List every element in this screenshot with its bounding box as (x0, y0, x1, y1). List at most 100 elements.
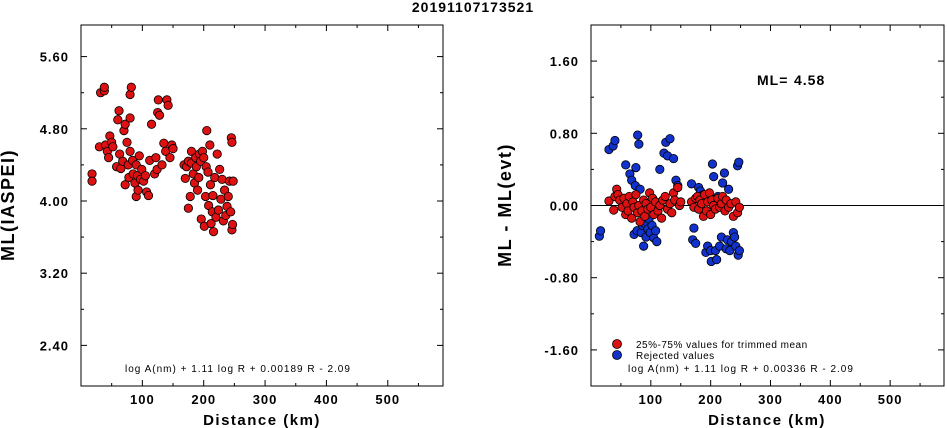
left-red-point (87, 176, 97, 186)
left-plot-frame (80, 24, 444, 387)
left-red-point (122, 137, 132, 147)
right-y-tick-label: -1.60 (544, 343, 579, 358)
left-red-point (199, 153, 209, 163)
left-red-point (168, 144, 178, 154)
right-red-point (667, 208, 677, 218)
left-red-point (206, 218, 216, 229)
right-points (594, 130, 744, 267)
right-red-point (734, 202, 744, 212)
left-red-point (202, 125, 212, 136)
right-blue-point (665, 134, 675, 144)
left-y-tick-label: 4.80 (40, 122, 69, 137)
left-red-point (223, 191, 233, 202)
right-y-tick-label: 0.80 (550, 126, 579, 141)
right-blue-point (691, 238, 701, 249)
left-x-tick-label: 400 (314, 392, 339, 407)
right-blue-point (734, 246, 744, 256)
right-blue-point (709, 172, 719, 182)
right-ticks: 100 200 300 400 500 1.60 0.80 0.00 -0.80 -1.60 (544, 25, 944, 407)
right-blue-point (639, 241, 649, 251)
left-red-point (153, 95, 163, 105)
left-red-point (208, 190, 218, 201)
right-formula: log A(nm) + 1.11 log R + 0.00336 R - 2.0… (628, 364, 854, 375)
left-red-point (140, 171, 151, 181)
left-red-point (185, 191, 195, 202)
left-red-point (146, 119, 157, 129)
right-blue-point (719, 168, 730, 178)
ml-label: ML= (757, 72, 788, 88)
left-red-point (212, 149, 222, 159)
right-blue-point (655, 164, 665, 174)
legend: 25%-75% values for trimmed mean Rejected… (612, 339, 808, 362)
left-y-tick-label: 5.60 (40, 50, 69, 65)
left-red-point (154, 110, 165, 120)
right-chart: 100 200 300 400 500 1.60 0.80 0.00 -0.80 -1.60 ML… (495, 24, 945, 428)
right-blue-point (712, 255, 722, 265)
right-blue-point (729, 232, 740, 242)
left-red-point (213, 205, 224, 215)
left-red-point (133, 185, 143, 195)
left-red-point (108, 142, 118, 152)
right-x-axis-label: Distance (km) (708, 412, 826, 428)
left-red-point (194, 172, 204, 183)
right-x-tick-label: 200 (698, 392, 723, 407)
right-x-tick-label: 300 (758, 392, 783, 407)
right-blue-point (734, 157, 744, 167)
right-red-point (631, 190, 641, 200)
left-x-tick-label: 300 (253, 392, 278, 407)
right-y-tick-label: 1.60 (550, 54, 579, 69)
right-blue-point (610, 135, 620, 146)
right-red-point (660, 191, 670, 202)
left-red-point (203, 167, 213, 177)
right-y-tick-label: -0.80 (544, 271, 579, 286)
left-red-point (151, 153, 161, 163)
left-ticks: 100 200 300 400 500 5.60 4.80 4.00 3.20 2.40 (40, 25, 443, 407)
left-y-tick-label: 4.00 (40, 194, 69, 209)
left-red-point (192, 185, 203, 195)
left-red-point (114, 106, 124, 116)
left-red-point (227, 137, 237, 147)
right-blue-point (651, 226, 661, 236)
left-red-point (126, 82, 136, 92)
right-blue-point (668, 153, 679, 164)
left-red-point (180, 173, 190, 184)
legend-red-label: 25%-75% values for trimmed mean (636, 340, 808, 351)
left-red-point (165, 153, 175, 163)
left-red-point (157, 160, 167, 170)
right-x-tick-label: 400 (818, 392, 843, 407)
left-y-tick-label: 3.20 (40, 266, 69, 281)
left-chart: 100 200 300 400 500 5.60 4.80 4.00 3.20 2.40 log … (0, 24, 444, 428)
right-red-point (627, 213, 637, 223)
right-blue-point (724, 184, 734, 194)
left-red-point (205, 140, 215, 150)
right-blue-point (718, 178, 728, 188)
left-red-point (104, 153, 114, 163)
right-blue-point (595, 226, 606, 236)
legend-blue-label: Rejected values (636, 351, 715, 362)
figure-title: 20191107173521 (412, 0, 534, 15)
left-x-tick-label: 500 (375, 392, 400, 407)
right-blue-point (634, 139, 644, 149)
right-blue-point (686, 179, 697, 189)
left-red-point (208, 227, 219, 237)
left-red-point (113, 115, 123, 125)
left-x-tick-label: 200 (191, 392, 216, 407)
right-blue-point (652, 237, 662, 247)
right-x-tick-label: 500 (878, 392, 903, 407)
left-red-point (99, 82, 109, 92)
left-red-point (143, 190, 154, 201)
right-red-point (676, 197, 686, 207)
right-red-point (656, 213, 667, 223)
right-x-tick-label: 100 (638, 392, 663, 407)
left-red-point (205, 180, 216, 190)
left-red-point (120, 119, 130, 129)
right-blue-point (707, 159, 718, 169)
right-blue-point (631, 162, 641, 173)
right-y-tick-label: 0.00 (550, 199, 579, 214)
left-y-axis-label: ML(IASPEI) (0, 149, 18, 261)
left-x-axis-label: Distance (km) (203, 412, 321, 428)
left-red-point (186, 146, 197, 156)
left-red-point (125, 146, 135, 156)
left-red-point (227, 219, 238, 230)
right-red-point (609, 205, 619, 215)
